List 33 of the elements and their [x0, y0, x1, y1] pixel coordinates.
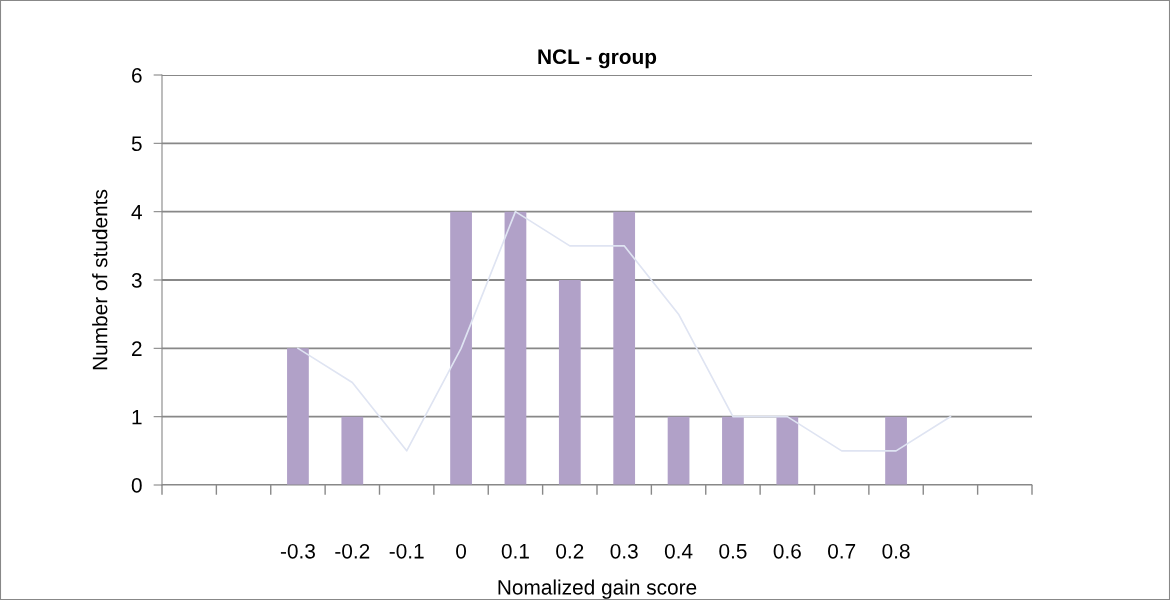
- x-tick-label: 0.5: [719, 543, 747, 559]
- y-tick-label: 0: [131, 478, 142, 493]
- bar: [450, 211, 472, 485]
- y-tick-label: 5: [131, 136, 142, 152]
- y-tick-label: 4: [131, 204, 142, 220]
- x-tick-label: -0.2: [335, 543, 370, 559]
- x-tick-label: -0.1: [389, 543, 424, 559]
- x-tick-label: -0.3: [280, 543, 315, 559]
- y-axis-title: Number of students: [92, 189, 108, 370]
- bar: [287, 348, 309, 485]
- x-tick-label: 0.1: [501, 543, 529, 559]
- x-tick-label: 0.8: [882, 543, 910, 559]
- x-tick-label: 0.3: [610, 543, 638, 559]
- bar: [341, 416, 364, 485]
- bar: [558, 280, 581, 485]
- y-tick-label: 6: [132, 68, 142, 83]
- chart-title: NCL - group: [538, 49, 657, 69]
- bar: [504, 211, 527, 485]
- y-tick-label: 3: [131, 273, 142, 288]
- x-axis-title: Nomalized gain score: [498, 579, 697, 599]
- y-tick-label: 2: [132, 341, 142, 356]
- x-tick-label: 0.7: [828, 543, 856, 559]
- x-tick-label: 0.6: [773, 543, 801, 559]
- line-series: [297, 210, 952, 452]
- bar: [885, 416, 907, 485]
- y-tick-label: 1: [132, 409, 142, 425]
- bar: [613, 211, 636, 485]
- x-tick-label: 0.4: [664, 543, 693, 559]
- x-tick-label: 0.2: [556, 543, 584, 559]
- bar: [722, 416, 744, 485]
- bar: [776, 416, 799, 485]
- bar: [667, 416, 690, 485]
- x-tick-label: 0: [456, 543, 467, 559]
